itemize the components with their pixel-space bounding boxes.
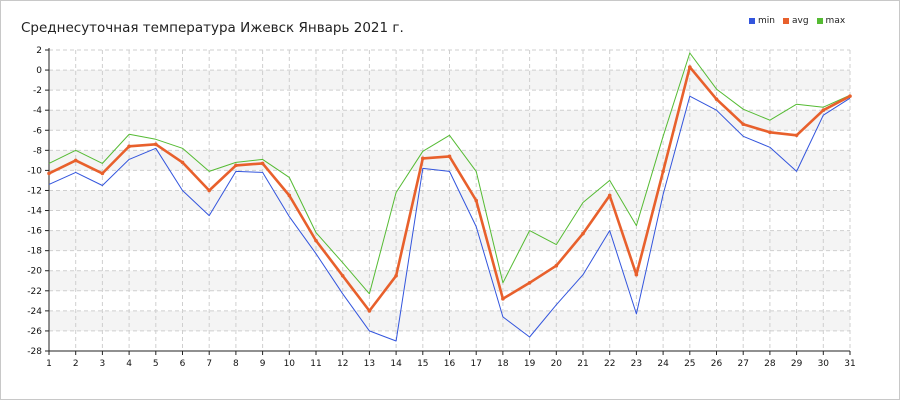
data-point-avg [100, 171, 105, 176]
data-point-avg [821, 108, 826, 112]
x-tick-label: 4 [126, 359, 132, 369]
data-point-avg [260, 161, 265, 166]
y-tick-label: -26 [27, 327, 42, 337]
data-point-avg [127, 144, 131, 149]
data-point-avg [154, 142, 158, 147]
legend-item-max: max [816, 16, 846, 26]
y-tick-label: 0 [36, 66, 42, 76]
x-tick-label: 20 [551, 359, 563, 369]
series-line-min [48, 95, 851, 342]
data-point-avg [73, 158, 78, 163]
data-point-avg [314, 238, 318, 243]
data-point-avg [234, 163, 238, 168]
y-tick-label: -14 [27, 207, 42, 217]
x-tick-label: 8 [233, 359, 239, 369]
x-tick-label: 24 [657, 359, 669, 369]
legend: min avg max [749, 16, 845, 26]
x-tick-label: 6 [180, 359, 186, 369]
x-tick-label: 23 [631, 359, 642, 369]
x-tick-label: 9 [260, 359, 266, 369]
x-tick-label: 27 [737, 359, 748, 369]
x-tick-label: 21 [577, 359, 588, 369]
data-point-avg [207, 188, 211, 193]
x-tick-label: 14 [390, 359, 402, 369]
x-tick-label: 3 [100, 359, 106, 369]
data-point-avg [741, 122, 745, 127]
y-tick-label: -24 [27, 307, 42, 317]
y-tick-label: -6 [33, 126, 42, 136]
x-tick-label: 5 [153, 359, 159, 369]
y-tick-label: -18 [27, 247, 42, 257]
x-tick-label: 30 [818, 359, 830, 369]
x-tick-label: 18 [497, 359, 509, 369]
y-tick-label: -22 [27, 287, 42, 297]
legend-swatch-max [816, 18, 823, 24]
x-tick-label: 25 [684, 359, 695, 369]
y-tick-label: -20 [27, 267, 42, 277]
x-tick-label: 28 [764, 359, 776, 369]
data-point-avg [554, 263, 559, 268]
y-tick-label: -28 [27, 347, 42, 357]
y-tick-label: -12 [27, 186, 42, 196]
x-tick-label: 31 [844, 359, 855, 369]
legend-swatch-min [749, 18, 755, 24]
y-tick-label: -4 [33, 106, 42, 116]
data-point-avg [367, 309, 372, 313]
legend-swatch-avg [782, 18, 789, 24]
x-tick-label: 12 [337, 359, 348, 369]
data-point-avg [768, 130, 772, 135]
x-tick-label: 10 [284, 359, 296, 369]
data-point-avg [501, 297, 505, 301]
legend-label-max: max [825, 16, 846, 26]
x-tick-label: 11 [310, 359, 321, 369]
y-tick-label: -8 [33, 146, 42, 156]
data-point-avg [714, 97, 719, 101]
y-tick-label: 2 [36, 46, 42, 56]
x-tick-label: 13 [364, 359, 375, 369]
x-tick-label: 1 [46, 359, 52, 369]
data-point-avg [848, 94, 852, 98]
y-tick-label: -2 [33, 86, 42, 96]
x-tick-label: 29 [791, 359, 803, 369]
data-point-avg [180, 160, 185, 165]
x-tick-label: 17 [470, 359, 481, 369]
x-tick-label: 26 [711, 359, 723, 369]
data-point-avg [581, 231, 585, 236]
data-point-avg [394, 273, 398, 278]
legend-label-avg: avg [791, 16, 809, 26]
x-tick-label: 15 [417, 359, 428, 369]
x-tick-label: 22 [604, 359, 615, 369]
data-point-avg [340, 273, 345, 278]
x-tick-label: 2 [73, 359, 79, 369]
data-point-avg [661, 169, 665, 174]
legend-item-min: min [749, 16, 775, 26]
x-tick-label: 16 [444, 359, 456, 369]
data-point-avg [447, 154, 452, 159]
legend-label-min: min [758, 16, 775, 26]
data-point-avg [474, 198, 479, 203]
data-point-avg [47, 171, 51, 176]
data-point-avg [527, 280, 532, 285]
data-point-avg [607, 193, 612, 198]
y-tick-label: -16 [27, 227, 42, 237]
x-tick-label: 7 [206, 359, 212, 369]
data-point-avg [287, 193, 292, 198]
legend-item-avg: avg [782, 16, 809, 26]
chart-title: Среднесуточная температура Ижевск Январь… [21, 20, 404, 36]
series-line-max [48, 52, 851, 295]
data-point-avg [688, 65, 692, 69]
y-tick-label: -10 [27, 166, 42, 176]
x-tick-label: 19 [524, 359, 536, 369]
data-point-avg [634, 272, 639, 277]
grid-band [49, 270, 850, 291]
grid-band [49, 310, 850, 331]
data-point-avg [421, 156, 425, 161]
data-point-avg [794, 133, 799, 138]
